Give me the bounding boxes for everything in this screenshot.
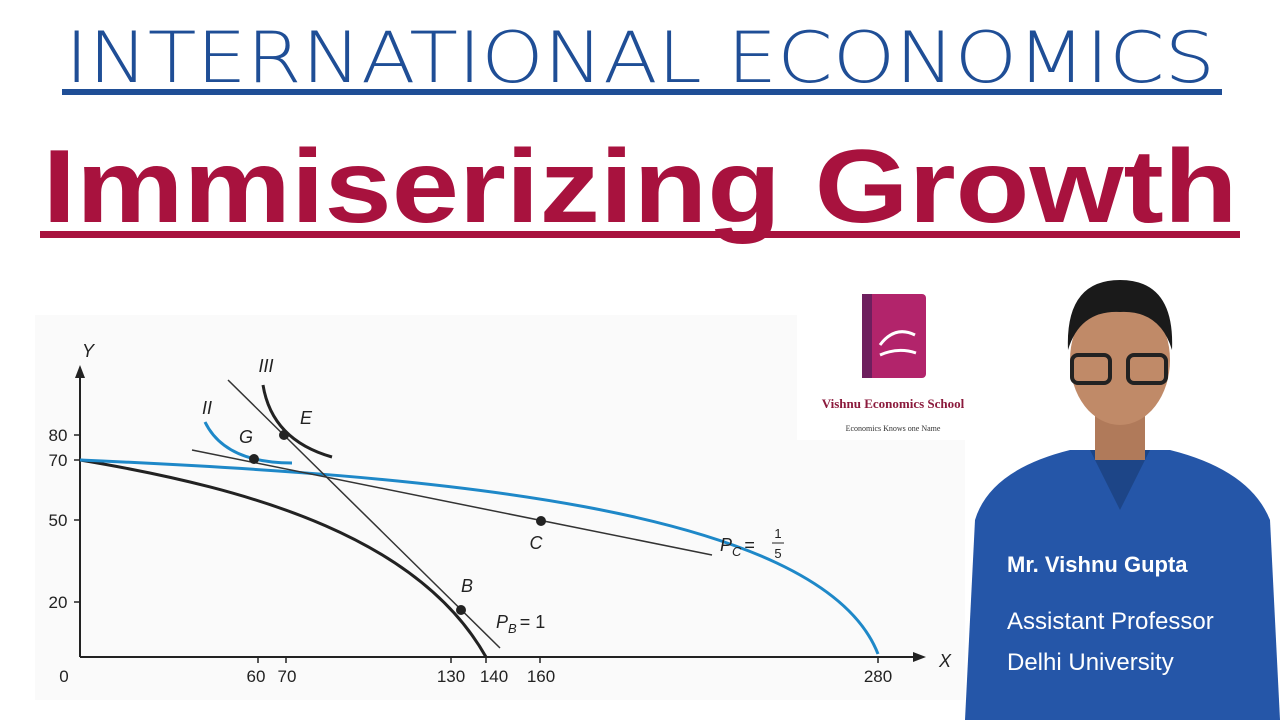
shirt xyxy=(965,450,1280,720)
y-axis-label: Y xyxy=(82,341,96,361)
price-line-c xyxy=(191,449,713,556)
x-tick-label: 130 xyxy=(437,667,465,686)
logo: Vishnu Economics School Economics Knows … xyxy=(797,278,987,440)
logo-spine xyxy=(862,294,872,378)
title: INTERNATIONAL ECONOMICS xyxy=(65,17,1215,99)
face xyxy=(1070,295,1170,425)
subscript: B xyxy=(508,621,517,636)
price-label: PC = xyxy=(720,535,755,559)
y-tick-label: 50 xyxy=(49,511,68,530)
y-tick-label: 80 xyxy=(49,426,68,445)
x-tick-label: 70 xyxy=(278,667,297,686)
x-axis-label: X xyxy=(938,651,952,671)
logo-hands xyxy=(878,330,917,357)
presenter-role: Assistant Professor xyxy=(1007,608,1214,635)
point-label: C xyxy=(530,533,544,553)
curve-label: III xyxy=(258,356,273,376)
logo-name: Vishnu Economics School xyxy=(822,396,965,411)
x-tick-label: 140 xyxy=(480,667,508,686)
point-label: G xyxy=(239,427,253,447)
collar xyxy=(1090,450,1150,510)
presenter-photo: Mr. Vishnu Gupta Assistant Professor Del… xyxy=(965,280,1280,720)
point-label: B xyxy=(461,576,473,596)
point xyxy=(456,605,466,615)
hair xyxy=(1067,280,1173,350)
curve-label: II xyxy=(202,398,212,418)
subtitle: Immiserizing Growth xyxy=(43,129,1238,245)
x-arrow xyxy=(913,652,926,662)
x-tick-label: 160 xyxy=(527,667,555,686)
subscript: C xyxy=(732,544,742,559)
equals: = 1 xyxy=(520,612,546,632)
symbol: P xyxy=(496,612,508,632)
presenter-affiliation: Delhi University xyxy=(1007,649,1174,676)
subtitle-underline xyxy=(40,231,1240,238)
y-tick-label: 70 xyxy=(49,451,68,470)
equals: = xyxy=(744,535,755,555)
logo-icon xyxy=(862,294,926,378)
x-tick-label: 60 xyxy=(247,667,266,686)
presenter-name: Mr. Vishnu Gupta xyxy=(1007,552,1188,577)
point xyxy=(249,454,259,464)
price-label: PB = 1 xyxy=(496,612,545,636)
logo-tagline: Economics Knows one Name xyxy=(846,424,941,433)
price-line-b xyxy=(227,379,501,649)
glasses xyxy=(1070,353,1112,385)
denominator: 5 xyxy=(774,546,781,561)
numerator: 1 xyxy=(774,526,781,541)
origin-label: 0 xyxy=(59,667,68,686)
indifference-curve-ii xyxy=(203,421,293,465)
point xyxy=(279,430,289,440)
glasses xyxy=(1126,353,1168,385)
ppf-after xyxy=(79,458,880,655)
title-underline xyxy=(62,89,1222,95)
ppf-before xyxy=(79,458,488,658)
y-arrow xyxy=(75,365,85,378)
tick-marks xyxy=(74,434,879,663)
point-label: E xyxy=(300,408,313,428)
point xyxy=(536,516,546,526)
symbol: P xyxy=(720,535,732,555)
x-tick-label: 280 xyxy=(864,667,892,686)
y-tick-label: 20 xyxy=(49,593,68,612)
